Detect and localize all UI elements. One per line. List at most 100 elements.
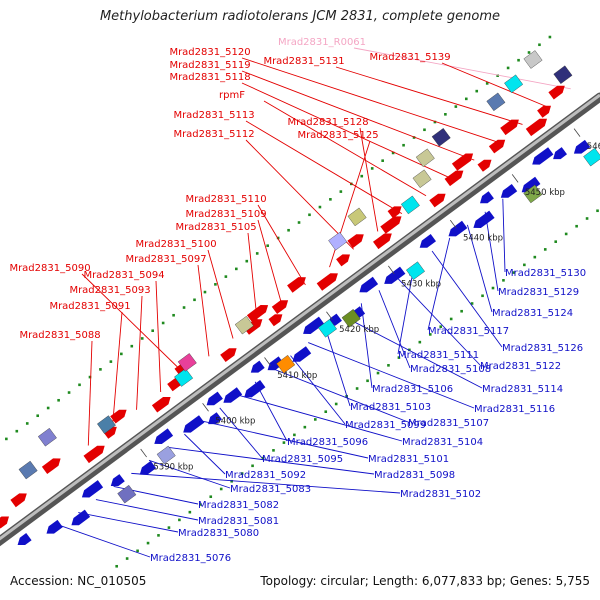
gc-dot <box>523 263 526 267</box>
gene-label: rpmF <box>219 90 245 101</box>
reverse-gene-arrow <box>110 474 125 487</box>
gene-label: Mrad2831_5088 <box>19 330 100 341</box>
gc-dot <box>308 213 311 217</box>
gc-dot <box>251 464 254 468</box>
reverse-gene-arrow <box>448 220 468 237</box>
gene-label: Mrad2831_5080 <box>178 528 259 539</box>
feature-block <box>486 92 506 112</box>
leader-line <box>184 433 226 475</box>
tick-label: 5460 kbp <box>587 142 600 152</box>
gene-label: Mrad2831_5128 <box>287 117 368 128</box>
gene-features <box>0 50 600 545</box>
leader-line <box>378 290 411 369</box>
forward-gene-arrow <box>429 193 446 208</box>
feature-block <box>234 315 254 335</box>
tick-mark <box>326 311 333 320</box>
leader-line <box>78 512 179 533</box>
forward-gene-arrow <box>336 254 350 267</box>
leader-line <box>245 139 354 250</box>
leader-line <box>201 420 369 459</box>
gc-dot <box>360 174 364 178</box>
gene-label: Mrad2831_5113 <box>173 110 254 121</box>
leader-line <box>431 250 503 348</box>
gc-dot <box>46 406 50 410</box>
feature-block <box>406 261 425 280</box>
forward-gene-arrow <box>271 300 289 314</box>
gene-label: Mrad2831_5125 <box>297 130 378 141</box>
gc-dot <box>182 306 186 309</box>
leader-line <box>241 57 499 143</box>
gene-label: Mrad2831_5112 <box>173 129 254 140</box>
gc-dot <box>387 364 390 367</box>
tick-mark <box>449 219 457 229</box>
gene-label: Mrad2831_R0061 <box>278 37 366 48</box>
gc-dot <box>506 66 510 70</box>
gene-label: Mrad2831_5101 <box>368 454 449 465</box>
gene-label: Mrad2831_5119 <box>169 60 250 71</box>
reverse-gene-arrow <box>244 380 266 398</box>
gene-label: Mrad2831_5103 <box>350 402 431 413</box>
reverse-gene-arrow <box>384 266 406 284</box>
reverse-gene-arrow <box>71 509 91 526</box>
gc-dot <box>261 456 265 460</box>
gene-label: Mrad2831_5107 <box>408 418 489 429</box>
gene-label: Mrad2831_5096 <box>287 437 368 448</box>
leader-line <box>237 394 403 442</box>
gc-dot <box>381 159 384 162</box>
gc-dot <box>115 564 118 568</box>
leader-line <box>241 70 475 161</box>
gene-label: Mrad2831_5120 <box>169 47 250 58</box>
forward-gene-arrow <box>287 277 306 293</box>
gene-label: Mrad2831_5094 <box>83 270 164 281</box>
gc-dot <box>533 255 537 259</box>
gene-label: Mrad2831_5116 <box>474 404 555 415</box>
tick-label: 5430 kbp <box>401 279 441 289</box>
gc-dot <box>235 267 238 271</box>
leader-line <box>466 224 493 313</box>
gc-dot <box>313 418 317 421</box>
gc-dot <box>585 217 589 220</box>
gc-dot <box>564 232 568 236</box>
feature-block <box>174 368 194 387</box>
forward-gene-arrow <box>525 118 547 137</box>
forward-gene-arrow <box>477 159 492 172</box>
feature-block <box>347 207 367 227</box>
reverse-gene-arrow <box>139 460 157 475</box>
gc-dot <box>418 340 422 344</box>
tick-label: 5440 kbp <box>463 234 503 244</box>
gc-content-track <box>5 35 599 568</box>
map-title: Methylobacterium radiotolerans JCM 2831,… <box>99 9 501 24</box>
feature-block <box>117 484 137 504</box>
gene-label: Mrad2831_5095 <box>262 454 343 465</box>
gc-dot <box>15 429 19 433</box>
leader-line <box>254 381 288 442</box>
gc-dot <box>329 198 332 201</box>
gc-dot <box>240 472 244 475</box>
gene-label: Mrad2831_5114 <box>482 384 563 395</box>
gc-dot <box>408 348 411 352</box>
leader-line <box>290 355 346 425</box>
forward-gene-arrow <box>316 273 338 291</box>
leader-line <box>245 120 403 215</box>
gc-dot <box>527 51 531 54</box>
gc-dot <box>178 518 181 522</box>
gene-label: Mrad2831_5083 <box>230 484 311 495</box>
forward-gene-arrow <box>41 458 61 474</box>
gc-dot <box>287 228 290 232</box>
gc-dot <box>88 375 92 379</box>
gc-dot <box>266 244 269 247</box>
gene-label: Mrad2831_5111 <box>398 350 479 361</box>
gc-dot <box>203 290 207 294</box>
leader-line <box>257 219 282 303</box>
feature-block <box>583 147 600 167</box>
gc-dot <box>318 205 322 209</box>
tick-mark <box>573 128 581 137</box>
gene-label: Mrad2831_5118 <box>169 72 250 83</box>
gc-dot <box>376 371 380 375</box>
gc-dot <box>188 510 192 514</box>
leader-line <box>241 82 451 179</box>
gc-dot <box>140 337 144 340</box>
leader-line <box>502 198 506 273</box>
feature-block <box>318 319 337 338</box>
